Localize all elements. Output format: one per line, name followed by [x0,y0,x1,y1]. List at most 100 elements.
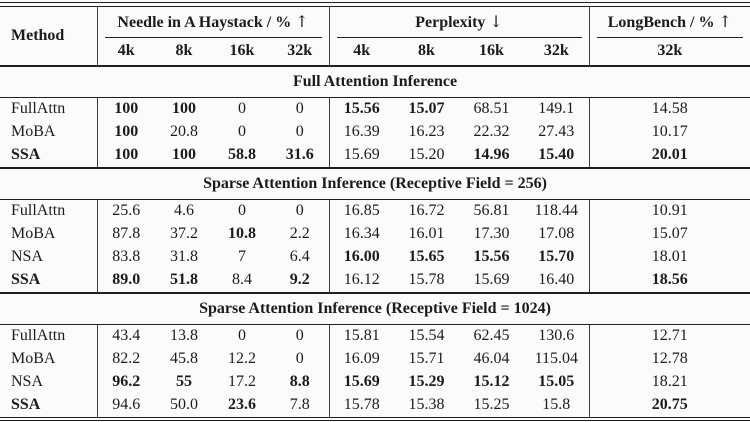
value-cell: 10.91 [651,202,688,219]
value-cell: 0 [238,123,246,140]
value-cell: 0 [271,347,330,371]
value-cell: 15.70 [524,245,590,269]
value-cell: 31.8 [170,248,198,265]
value-cell: 0 [271,199,330,223]
value-cell: 17.08 [524,222,590,246]
value-cell: 50.0 [170,396,198,413]
value-cell: 16.23 [408,123,445,140]
value-cell: 100 [114,146,139,163]
subcol-needle-32k: 32k [271,37,330,67]
value-cell: 15.07 [408,100,445,117]
table-row: FullAttn 100 100 0 0 15.56 15.07 68.51 149.1 14.5… [0,97,750,121]
value-cell: 16.01 [408,225,445,242]
value-cell: 14.96 [473,146,510,163]
value-cell: 0 [271,324,330,348]
value-cell: 100 [114,100,139,117]
value-cell: 100 [172,100,196,117]
table-row: SSA 89.0 51.8 8.4 9.2 16.12 15.78 15.69 16.40 18.… [0,268,750,293]
value-cell: 10.17 [651,123,688,140]
value-cell: 100 [172,146,196,163]
subcol-needle-8k: 8k [155,37,213,67]
value-cell: 12.78 [651,350,688,367]
table-row: MoBA 82.2 45.8 12.2 0 16.09 15.71 46.04 115.04 12… [0,347,750,371]
table-row: NSA 96.2 55 17.2 8.8 15.69 15.29 15.12 15.05 18.2… [0,370,750,394]
method-cell: SSA [0,268,98,293]
table-row: FullAttn 25.6 4.6 0 0 16.85 16.72 56.81 118.44 10… [0,199,750,223]
value-cell: 68.51 [473,100,510,117]
value-cell: 17.2 [228,373,256,390]
table-body: Full Attention Inference FullAttn 100 100 0 0… [0,64,750,417]
value-cell: 43.4 [112,327,141,344]
group-header-needle: Needle in A Haystack / % ↑ [97,6,330,38]
method-cell: MoBA [0,347,98,371]
value-cell: 0 [238,100,246,117]
value-cell: 17.30 [473,225,510,242]
value-cell: 20.75 [651,396,688,413]
value-cell: 15.69 [343,146,380,163]
section-title-row: Sparse Attention Inference (Receptive Fi… [0,166,750,200]
group-header-perplexity: Perplexity ↓ [329,6,590,38]
value-cell: 7 [238,248,246,265]
method-cell: FullAttn [0,97,98,121]
value-cell: 62.45 [473,327,510,344]
value-cell: 89.0 [112,271,141,288]
section-title: Sparse Attention Inference (Receptive Fi… [0,291,750,325]
subcol-perplexity-4k: 4k [329,37,394,67]
value-cell: 22.32 [473,123,510,140]
value-cell: 25.6 [112,202,141,219]
value-cell: 15.71 [408,350,445,367]
table-header: Method Needle in A Haystack / % ↑ Perple… [0,6,750,67]
value-cell: 15.07 [651,225,688,242]
value-cell: 58.8 [228,146,256,163]
value-cell: 9.2 [271,268,330,293]
table-row: MoBA 100 20.8 0 0 16.39 16.23 22.32 27.43 10.17 [0,120,750,144]
value-cell: 8.4 [232,271,252,288]
needle-group-label: Needle in A Haystack / % [117,14,292,31]
header-group-row: Method Needle in A Haystack / % ↑ Perple… [0,6,750,66]
method-cell: FullAttn [0,199,98,223]
arrow-down-icon: ↓ [489,12,503,31]
value-cell: 100 [114,123,139,140]
header-subcolumn-row: 4k 8k 16k 32k 4k 8k 16k 32k 32k [0,37,750,67]
value-cell: 4.6 [174,202,194,219]
method-cell: NSA [0,370,98,394]
value-cell: 118.44 [524,199,590,223]
value-cell: 16.72 [408,202,445,219]
value-cell: 56.81 [473,202,510,219]
method-cell: FullAttn [0,324,98,348]
top-rule [0,2,750,7]
value-cell: 0 [271,97,330,121]
subcol-longbench-32k: 32k [589,37,750,67]
method-column-header: Method [0,6,98,66]
value-cell: 149.1 [524,97,590,121]
arrow-up-icon: ↑ [295,12,309,31]
subcol-perplexity-16k: 16k [459,37,524,67]
method-cell: NSA [0,245,98,269]
value-cell: 15.69 [473,271,510,288]
table-row: FullAttn 43.4 13.8 0 0 15.81 15.54 62.45 130.6 12… [0,324,750,348]
value-cell: 15.81 [343,327,380,344]
section-title: Sparse Attention Inference (Receptive Fi… [0,166,750,200]
subcol-perplexity-32k: 32k [524,37,590,67]
method-cell: MoBA [0,120,98,144]
value-cell: 16.40 [524,268,590,293]
table-row: SSA 100 100 58.8 31.6 15.69 15.20 14.96 15.40 20.… [0,143,750,168]
value-cell: 94.6 [112,396,141,413]
value-cell: 51.8 [170,271,198,288]
section-title-row: Full Attention Inference [0,64,750,98]
subcol-perplexity-8k: 8k [394,37,459,67]
value-cell: 96.2 [112,373,141,390]
value-cell: 18.01 [651,248,688,265]
bottom-rule [0,416,750,421]
value-cell: 15.54 [408,327,445,344]
value-cell: 12.2 [228,350,256,367]
value-cell: 15.05 [524,370,590,394]
value-cell: 55 [176,373,192,390]
value-cell: 15.8 [524,393,590,417]
value-cell: 115.04 [524,347,590,371]
value-cell: 15.78 [408,271,445,288]
method-cell: SSA [0,393,98,417]
value-cell: 16.34 [343,225,380,242]
value-cell: 16.00 [343,248,380,265]
